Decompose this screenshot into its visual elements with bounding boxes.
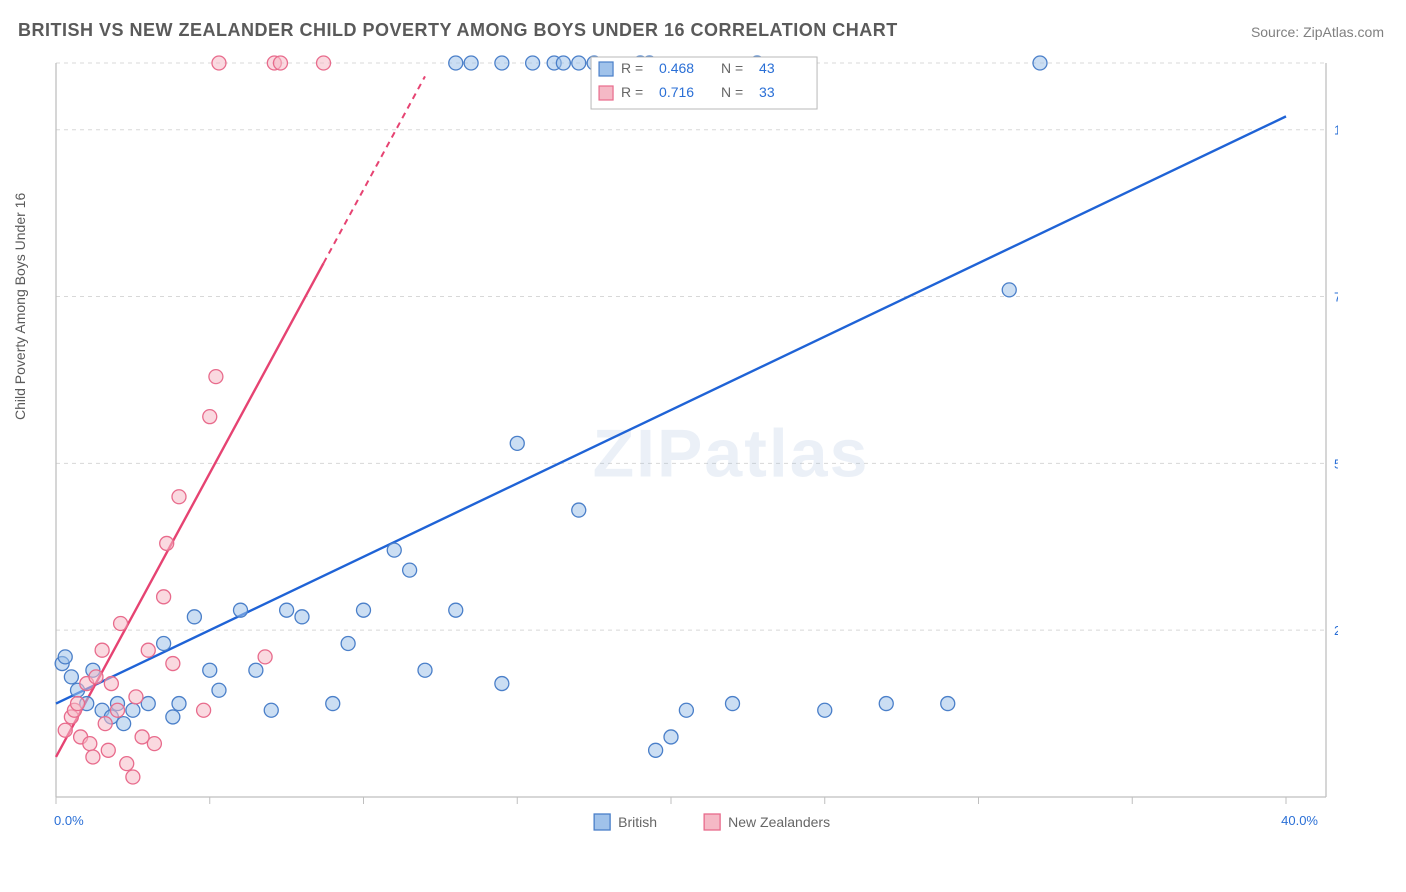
- data-point: [157, 637, 171, 651]
- data-point: [160, 536, 174, 550]
- y-tick-label: 25.0%: [1334, 623, 1338, 638]
- stat-n-value: 43: [759, 60, 775, 76]
- y-axis-label: Child Poverty Among Boys Under 16: [12, 193, 28, 420]
- data-point: [120, 757, 134, 771]
- data-point: [1002, 283, 1016, 297]
- data-point: [556, 56, 570, 70]
- legend-label: British: [618, 814, 657, 830]
- data-point: [129, 690, 143, 704]
- data-point: [104, 677, 118, 691]
- data-point: [126, 703, 140, 717]
- data-point: [141, 643, 155, 657]
- data-point: [114, 617, 128, 631]
- data-point: [117, 717, 131, 731]
- data-point: [664, 730, 678, 744]
- data-point: [147, 737, 161, 751]
- data-point: [172, 697, 186, 711]
- data-point: [387, 543, 401, 557]
- stat-r-label: R =: [621, 84, 643, 100]
- data-point: [572, 56, 586, 70]
- data-point: [941, 697, 955, 711]
- data-point: [317, 56, 331, 70]
- data-point: [166, 710, 180, 724]
- stat-r-value: 0.716: [659, 84, 694, 100]
- legend-swatch: [599, 62, 613, 76]
- chart-title: BRITISH VS NEW ZEALANDER CHILD POVERTY A…: [18, 20, 898, 41]
- data-point: [101, 743, 115, 757]
- data-point: [98, 717, 112, 731]
- data-point: [126, 770, 140, 784]
- source-label: Source: ZipAtlas.com: [1251, 24, 1384, 40]
- x-tick-label: 40.0%: [1281, 813, 1318, 828]
- stat-r-value: 0.468: [659, 60, 694, 76]
- data-point: [258, 650, 272, 664]
- y-tick-label: 100.0%: [1334, 123, 1338, 138]
- data-point: [449, 603, 463, 617]
- data-point: [89, 670, 103, 684]
- data-point: [295, 610, 309, 624]
- data-point: [357, 603, 371, 617]
- y-tick-label: 50.0%: [1334, 456, 1338, 471]
- data-point: [464, 56, 478, 70]
- data-point: [418, 663, 432, 677]
- stat-n-value: 33: [759, 84, 775, 100]
- data-point: [111, 703, 125, 717]
- legend-swatch: [599, 86, 613, 100]
- data-point: [1033, 56, 1047, 70]
- data-point: [95, 643, 109, 657]
- data-point: [212, 683, 226, 697]
- data-point: [510, 436, 524, 450]
- data-point: [280, 603, 294, 617]
- data-point: [679, 703, 693, 717]
- data-point: [234, 603, 248, 617]
- data-point: [203, 663, 217, 677]
- data-point: [818, 703, 832, 717]
- legend-swatch: [704, 814, 720, 830]
- data-point: [83, 737, 97, 751]
- data-point: [495, 677, 509, 691]
- data-point: [649, 743, 663, 757]
- data-point: [326, 697, 340, 711]
- data-point: [449, 56, 463, 70]
- data-point: [58, 650, 72, 664]
- data-point: [172, 490, 186, 504]
- data-point: [495, 56, 509, 70]
- data-point: [157, 590, 171, 604]
- x-tick-label: 0.0%: [54, 813, 84, 828]
- data-point: [726, 697, 740, 711]
- data-point: [572, 503, 586, 517]
- bottom-legend: British New Zealanders: [594, 814, 830, 830]
- data-point: [166, 657, 180, 671]
- data-point: [341, 637, 355, 651]
- data-point: [64, 670, 78, 684]
- chart-area: 0.0%40.0%25.0%50.0%75.0%100.0%ZIPatlasR …: [48, 55, 1338, 825]
- data-point: [526, 56, 540, 70]
- data-point: [209, 370, 223, 384]
- data-point: [249, 663, 263, 677]
- legend-swatch: [594, 814, 610, 830]
- data-point: [71, 697, 85, 711]
- data-point: [264, 703, 278, 717]
- data-point: [197, 703, 211, 717]
- legend-label: New Zealanders: [728, 814, 830, 830]
- data-point: [879, 697, 893, 711]
- trend-line-dash: [324, 76, 425, 263]
- data-point: [273, 56, 287, 70]
- y-tick-label: 75.0%: [1334, 290, 1338, 305]
- data-point: [203, 410, 217, 424]
- data-point: [58, 723, 72, 737]
- data-point: [187, 610, 201, 624]
- stat-r-label: R =: [621, 60, 643, 76]
- stat-n-label: N =: [721, 84, 743, 100]
- scatter-chart: 0.0%40.0%25.0%50.0%75.0%100.0%ZIPatlasR …: [48, 55, 1338, 860]
- data-point: [86, 750, 100, 764]
- data-point: [403, 563, 417, 577]
- stat-n-label: N =: [721, 60, 743, 76]
- data-point: [212, 56, 226, 70]
